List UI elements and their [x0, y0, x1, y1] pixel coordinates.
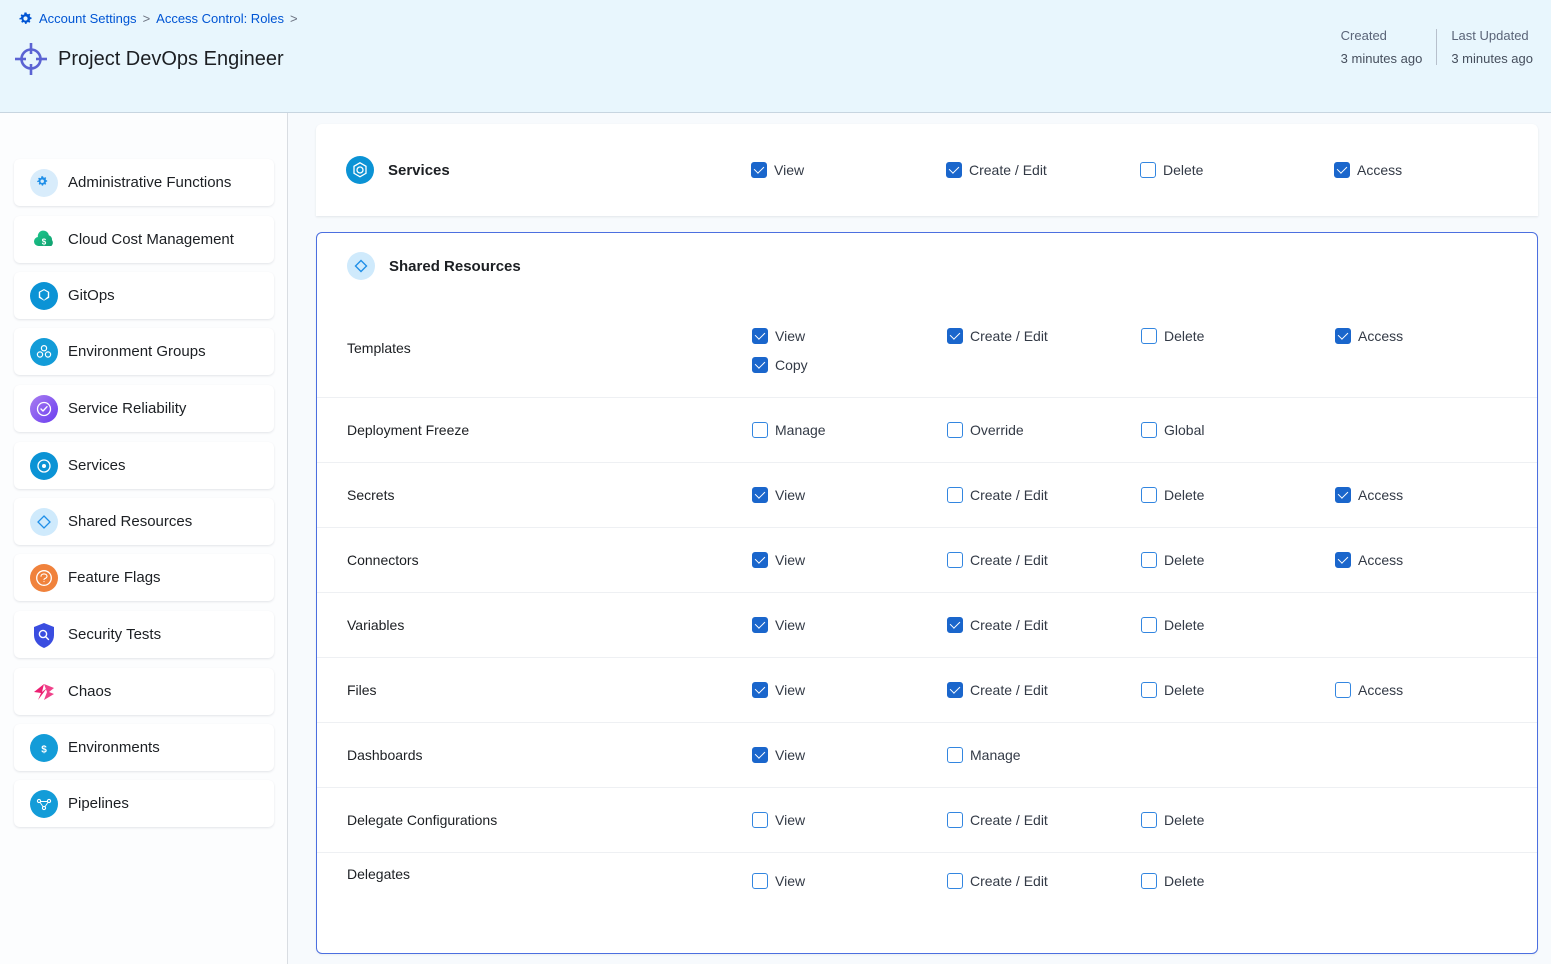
- svg-text:$: $: [41, 744, 47, 755]
- svg-text:$: $: [42, 237, 47, 246]
